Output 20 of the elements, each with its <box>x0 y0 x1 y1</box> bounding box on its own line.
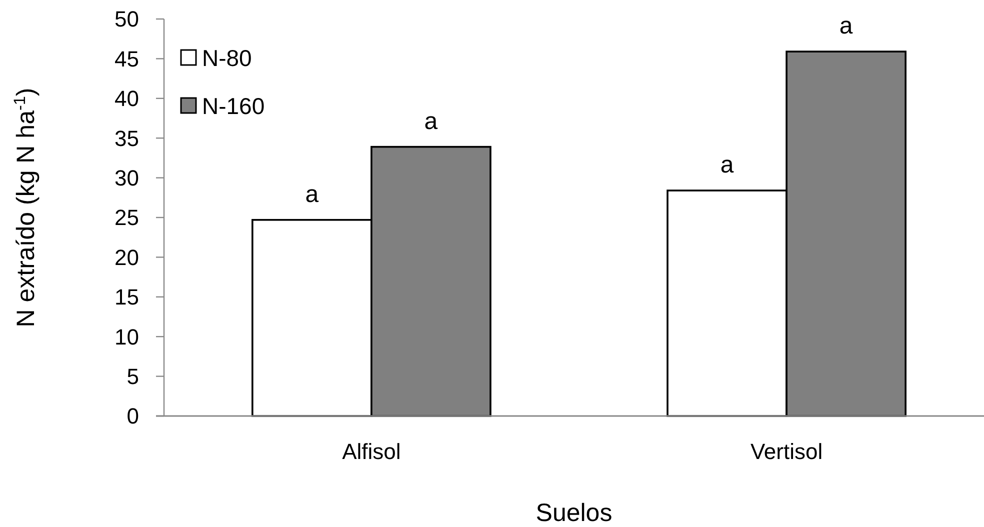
data-label: a <box>839 12 854 40</box>
y-tick-label: 40 <box>114 86 139 112</box>
y-tick-label: 45 <box>114 46 139 72</box>
x-tick-label: Vertisol <box>750 439 823 464</box>
y-tick-label: 15 <box>114 284 139 310</box>
y-tick-label: 10 <box>114 324 139 350</box>
y-tick-label: 35 <box>114 126 139 151</box>
x-tick-label: Alfisol <box>342 439 401 464</box>
legend-label: N-80 <box>202 45 252 72</box>
data-label: a <box>720 152 734 179</box>
y-tick-label: 25 <box>114 205 139 230</box>
legend-label: N-160 <box>202 93 265 120</box>
data-label: a <box>305 180 320 208</box>
x-axis-title: Suelos <box>536 499 612 527</box>
data-label: a <box>424 108 438 135</box>
y-tick-label: 30 <box>114 166 139 190</box>
y-tick-label: 50 <box>114 6 139 32</box>
y-tick-label: 20 <box>114 244 139 270</box>
y-tick-label: 5 <box>126 364 139 389</box>
y-tick-label: 0 <box>126 404 139 429</box>
